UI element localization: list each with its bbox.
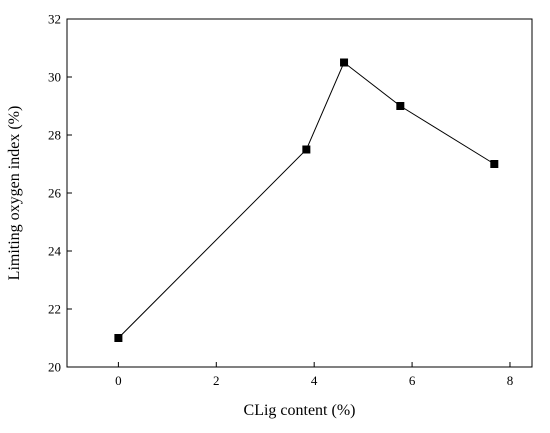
x-axis-label: CLig content (%) bbox=[244, 402, 356, 419]
y-tick-label: 20 bbox=[48, 360, 61, 375]
data-point bbox=[114, 334, 123, 342]
series-line bbox=[118, 61, 495, 339]
data-point bbox=[340, 58, 349, 67]
series-group bbox=[114, 58, 499, 342]
y-tick-label: 30 bbox=[48, 70, 61, 85]
x-tick-label: 2 bbox=[213, 373, 220, 388]
y-tick-label: 32 bbox=[48, 12, 61, 27]
y-tick-label: 28 bbox=[48, 128, 61, 143]
data-point bbox=[490, 160, 499, 168]
x-tick-label: 0 bbox=[115, 373, 122, 388]
y-tick-label: 22 bbox=[48, 302, 61, 317]
x-tick-label: 4 bbox=[311, 373, 318, 388]
y-tick-label: 26 bbox=[48, 186, 62, 201]
y-tick-label: 24 bbox=[48, 244, 62, 259]
x-tick-label: 6 bbox=[409, 373, 416, 388]
plot-frame bbox=[66, 18, 533, 368]
x-tick-label: 8 bbox=[507, 373, 514, 388]
data-point bbox=[396, 102, 405, 110]
y-axis-label: Limiting oxygen index (%) bbox=[6, 106, 23, 281]
data-point bbox=[302, 145, 311, 154]
